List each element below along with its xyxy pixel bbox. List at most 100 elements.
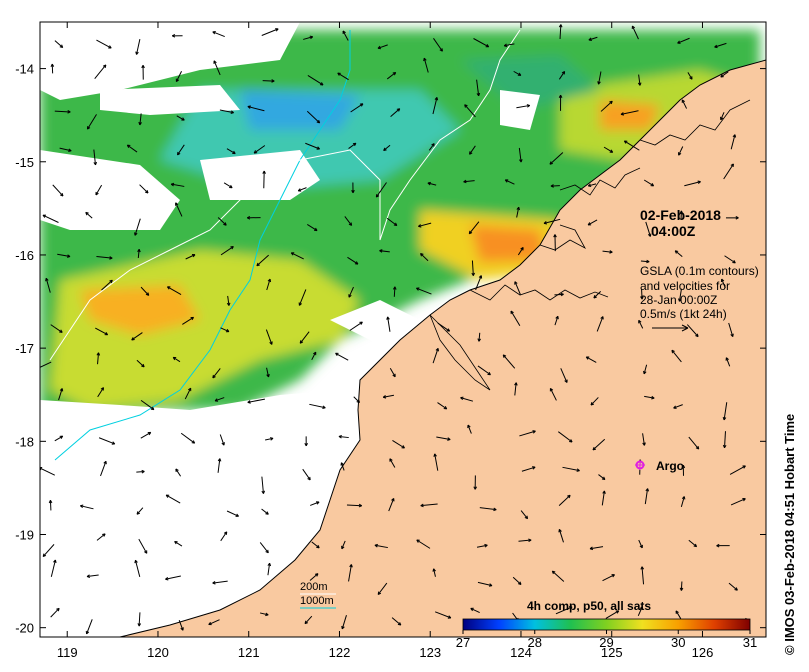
velocity-arrow-head — [697, 180, 701, 183]
velocity-arrow-head — [86, 631, 90, 635]
velocity-arrow — [348, 286, 354, 298]
velocity-arrow-head — [230, 184, 233, 189]
velocity-arrow-head — [472, 272, 476, 276]
velocity-arrow — [165, 575, 181, 580]
velocity-arrow-head — [641, 296, 644, 300]
velocity-arrow — [335, 352, 349, 361]
velocity-arrow-head — [177, 152, 181, 156]
lat-tick-label: -14 — [15, 62, 34, 77]
velocity-arrow — [688, 539, 697, 548]
velocity-arrow-head — [86, 576, 91, 579]
velocity-arrow-head — [643, 371, 647, 375]
velocity-arrow — [644, 395, 655, 399]
velocity-arrow — [549, 152, 564, 165]
velocity-arrow — [554, 316, 559, 326]
velocity-arrow — [140, 399, 155, 410]
velocity-arrow — [217, 217, 227, 226]
velocity-arrow — [213, 60, 221, 76]
velocity-arrow-head — [176, 79, 180, 83]
velocity-arrow-head — [558, 94, 562, 98]
velocity-arrow — [510, 310, 521, 327]
colorbar-tick-label: 31 — [743, 635, 757, 650]
velocity-arrow-head — [223, 531, 227, 534]
velocity-arrow-head — [152, 406, 155, 410]
velocity-arrow-head — [733, 260, 736, 264]
velocity-arrow-head — [392, 286, 396, 290]
velocity-arrow-head — [309, 35, 313, 38]
velocity-arrow — [516, 104, 530, 109]
velocity-arrow — [475, 275, 482, 291]
velocity-arrow-head — [60, 329, 63, 333]
velocity-arrow-head — [620, 113, 625, 116]
velocity-arrow — [175, 468, 182, 477]
velocity-arrow — [600, 100, 613, 112]
velocity-arrow — [375, 182, 387, 198]
velocity-arrow-head — [623, 140, 627, 144]
velocity-arrow — [463, 180, 475, 183]
velocity-arrow-head — [681, 496, 685, 500]
velocity-arrow-head — [716, 545, 720, 548]
colorbar — [462, 618, 751, 631]
velocity-arrow-head — [570, 439, 573, 443]
argo-label: Argo — [656, 459, 684, 473]
velocity-arrow — [311, 351, 317, 361]
velocity-arrow — [637, 606, 643, 617]
velocity-arrow-head — [674, 250, 677, 254]
velocity-arrow — [59, 147, 72, 152]
velocity-arrow-head — [230, 110, 234, 114]
velocity-arrow — [602, 250, 613, 253]
copyright-symbol: © — [782, 645, 797, 655]
velocity-arrow — [265, 329, 273, 345]
velocity-arrow — [470, 607, 480, 614]
velocity-arrow-head — [268, 373, 270, 378]
velocity-arrow-head — [61, 192, 64, 197]
velocity-arrow — [416, 539, 431, 549]
velocity-arrow-head — [555, 315, 559, 319]
velocity-arrow-head — [427, 182, 431, 186]
velocity-arrow — [468, 221, 480, 235]
velocity-arrow — [40, 467, 55, 476]
velocity-arrow-head — [141, 64, 144, 69]
velocity-arrow — [266, 278, 271, 291]
velocity-arrow — [589, 546, 604, 550]
longitude-axis: 119 120 121 122 123 124 125 126 — [57, 22, 713, 660]
velocity-arrow-head — [102, 64, 107, 67]
velocity-arrow-head — [720, 117, 724, 121]
velocity-arrow-head — [681, 464, 684, 469]
velocity-arrow — [214, 397, 225, 402]
velocity-note-line-1: GSLA (0.1m contours) — [640, 264, 759, 278]
velocity-arrow-head — [226, 328, 230, 332]
velocity-arrow — [299, 331, 310, 344]
velocity-arrow — [344, 216, 353, 226]
velocity-arrow-head — [593, 296, 597, 299]
velocity-arrow-head — [317, 146, 320, 150]
velocity-arrow — [420, 503, 438, 507]
velocity-arrow — [502, 354, 516, 369]
velocity-arrow-head — [639, 82, 642, 86]
velocity-arrow — [140, 286, 150, 296]
velocity-arrow-head — [402, 445, 405, 449]
velocity-arrow-head — [478, 275, 482, 278]
lat-tick-label: -19 — [15, 528, 34, 543]
velocity-arrow — [311, 541, 320, 549]
velocity-arrow — [437, 322, 450, 332]
velocity-arrow-head — [420, 253, 422, 257]
velocity-note-line-3: 28-Jan 00:00Z — [640, 293, 717, 307]
velocity-arrow — [587, 219, 598, 226]
velocity-arrow-head — [600, 316, 604, 319]
velocity-arrow-head — [256, 264, 260, 267]
velocity-arrow-head — [567, 494, 571, 497]
velocity-arrow-head — [217, 458, 221, 462]
velocity-arrow-head — [314, 573, 319, 575]
lon-tick-label: 121 — [238, 645, 260, 660]
velocity-arrow — [673, 404, 683, 409]
velocity-arrow-head — [680, 587, 684, 591]
velocity-arrow — [516, 207, 520, 218]
velocity-arrow-head — [463, 181, 467, 184]
velocity-arrow-head — [68, 148, 72, 152]
velocity-arrow — [684, 181, 701, 187]
argo-marker — [635, 460, 645, 470]
velocity-arrow-head — [105, 331, 109, 336]
velocity-arrow — [674, 250, 683, 258]
velocity-arrow — [302, 468, 311, 481]
